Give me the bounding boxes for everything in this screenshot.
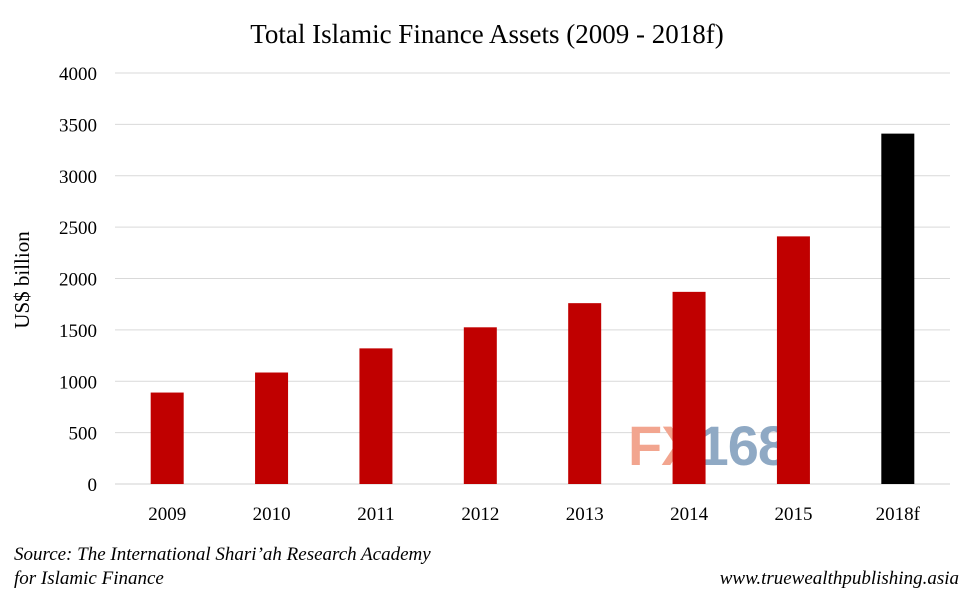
chart-title: Total Islamic Finance Assets (2009 - 201… [250, 19, 724, 49]
x-tick-label: 2009 [148, 504, 186, 525]
x-tick-label: 2014 [670, 504, 709, 525]
x-tick-label: 2012 [461, 504, 499, 525]
bar-2011 [359, 348, 393, 484]
y-tick-label: 3000 [59, 167, 97, 188]
source-note: Source: The International Shari’ah Resea… [14, 543, 431, 591]
svg-text:FX168: FX168 [628, 414, 788, 477]
y-tick-labels: 0 500 1000 1500 2000 2500 3000 3500 4000 [59, 64, 97, 496]
x-tick-labels: 2009 2010 2011 2012 2013 2014 2015 2018f [148, 504, 920, 525]
watermark-168: 168 [698, 414, 788, 477]
x-tick-label: 2018f [876, 504, 921, 525]
y-tick-label: 3500 [59, 115, 97, 136]
bar-2015 [776, 236, 810, 484]
y-tick-label: 500 [69, 424, 98, 445]
x-tick-label: 2011 [357, 504, 394, 525]
website-url: www.truewealthpublishing.asia [719, 568, 959, 589]
x-tick-label: 2010 [253, 504, 291, 525]
bar-2010 [255, 372, 289, 484]
y-tick-label: 0 [88, 475, 98, 496]
source-line-1: Source: The International Shari’ah Resea… [14, 544, 431, 565]
y-tick-label: 1500 [59, 321, 97, 342]
x-tick-label: 2015 [774, 504, 812, 525]
grid-layer [115, 72, 950, 485]
source-line-2: for Islamic Finance [14, 568, 164, 589]
y-tick-label: 4000 [59, 64, 97, 85]
y-tick-label: 2000 [59, 270, 97, 291]
watermark: FX168 [628, 414, 789, 477]
bar-2009 [150, 392, 184, 484]
y-axis-label: US$ billion [10, 231, 34, 329]
bar-2013 [568, 303, 602, 484]
x-tick-label: 2013 [566, 504, 604, 525]
bars [150, 133, 915, 484]
y-tick-label: 2500 [59, 218, 97, 239]
bar-2012 [463, 327, 497, 484]
bar-2018f [881, 133, 915, 484]
bar-2014 [672, 291, 706, 484]
y-tick-label: 1000 [59, 372, 97, 393]
